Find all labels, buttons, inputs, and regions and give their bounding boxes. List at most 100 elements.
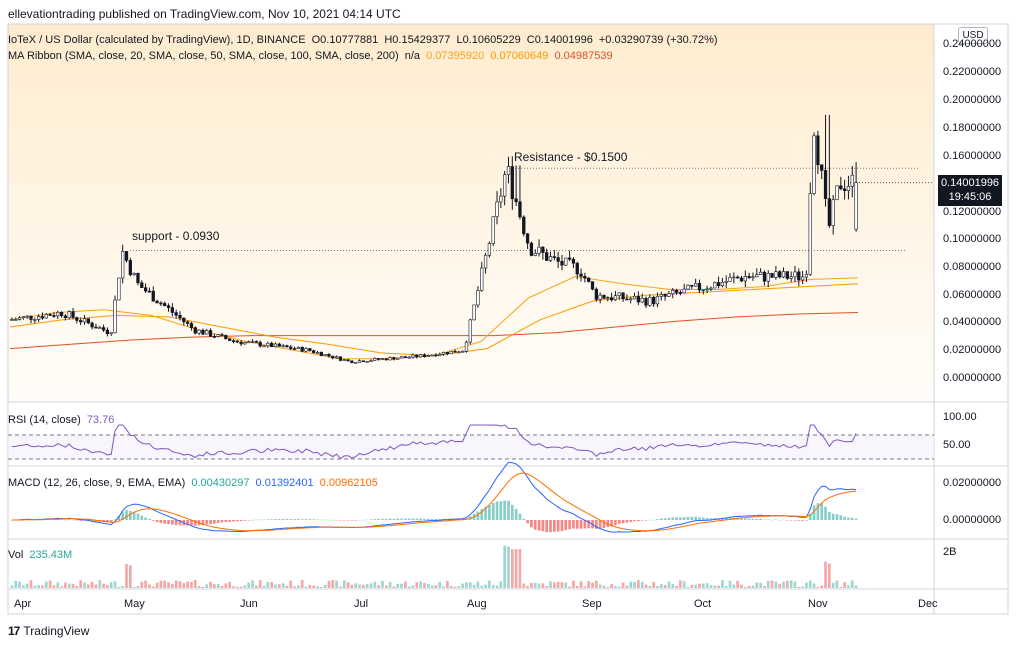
macd-value-1: 0.00430297 [191, 477, 250, 489]
macd-hist-bar [300, 519, 304, 520]
macd-hist-bar [151, 520, 155, 521]
volume-bar [331, 580, 335, 588]
volume-bar [388, 581, 392, 588]
macd-hist-bar [572, 520, 575, 529]
candle-body [17, 317, 22, 320]
ma200-line [9, 312, 859, 350]
tradingview-logo[interactable]: 17 TradingView [8, 624, 89, 638]
candle-body [552, 256, 556, 258]
macd-hist-bar [319, 519, 323, 521]
price-change: +0.03290739 (+30.72%) [598, 34, 718, 46]
candle-body [694, 283, 698, 287]
candle-body [98, 327, 102, 329]
candle-body [556, 257, 560, 262]
candle-body [762, 271, 767, 282]
volume-bar [583, 586, 587, 588]
volume-bar [690, 584, 694, 588]
volume-bar [407, 586, 411, 588]
candle-body [331, 355, 335, 359]
resistance-annotation[interactable]: Resistance - $0.1500 [514, 150, 628, 164]
rsi-legend: RSI (14, close) 73.76 [8, 414, 114, 426]
candle-body [354, 362, 358, 364]
volume-bar [721, 580, 724, 588]
candle-body [357, 360, 362, 363]
candle-body [235, 340, 239, 343]
macd-hist-bar [831, 513, 835, 520]
macd-hist-bar [297, 518, 300, 520]
candle-body [56, 311, 60, 317]
bar-countdown: 19:45:06 [948, 191, 992, 203]
candle-body [128, 260, 132, 276]
macd-hist-bar [94, 520, 98, 522]
macd-hist-bar [541, 520, 545, 532]
macd-hist-bar [361, 519, 365, 521]
macd-hist-bar [686, 516, 690, 520]
candle-body [774, 271, 778, 278]
macd-hist-bar [392, 518, 396, 520]
macd-hist-bar [564, 520, 568, 531]
candle-body [598, 294, 602, 300]
macd-hist-bar [679, 517, 682, 520]
candle-body [621, 292, 625, 300]
volume-bar [828, 563, 831, 588]
macd-hist-bar [518, 513, 522, 520]
currency-badge[interactable]: USD [958, 27, 988, 44]
volume-bar [25, 583, 29, 588]
volume-bar [182, 583, 186, 588]
candle-body [545, 252, 549, 261]
macd-hist-bar [125, 510, 128, 520]
volume-bar [671, 584, 675, 588]
volume-bar [186, 581, 189, 588]
macd-hist-bar [171, 520, 174, 525]
volume-bar [251, 580, 254, 588]
candle-body [770, 273, 774, 278]
candle-body [212, 335, 216, 338]
candle-body [239, 341, 243, 345]
volume-bar [831, 582, 835, 588]
volume-bar [22, 585, 25, 588]
volume-bar [652, 582, 655, 588]
macd-hist-bar [835, 514, 839, 520]
support-annotation[interactable]: support - 0.0930 [132, 229, 220, 243]
macd-hist-bar [266, 519, 270, 520]
volume-bar [190, 581, 193, 588]
macd-hist-bar [805, 520, 808, 521]
macd-hist-bar [281, 518, 285, 520]
rsi-axis-label: 100.00 [943, 411, 977, 423]
volume-bar [587, 581, 591, 588]
rsi-legend-title: RSI (14, close) [8, 414, 81, 426]
macd-hist-bar [220, 520, 224, 523]
candle-body [850, 174, 854, 187]
candle-body [632, 295, 637, 300]
macd-hist-bar [759, 518, 762, 520]
candle-body [797, 271, 801, 281]
candle-body [304, 348, 308, 352]
macd-hist-bar [629, 520, 633, 523]
volume-bar [568, 586, 571, 588]
candle-body [312, 350, 316, 353]
macd-hist-bar [755, 518, 759, 520]
price-axis-label: 0.04000000 [943, 316, 1002, 328]
publish-caption: ellevationtrading published on TradingVi… [8, 7, 401, 21]
candle-body [842, 188, 847, 191]
volume-bar [663, 584, 667, 588]
volume-bar [766, 580, 770, 588]
candle-body [37, 316, 41, 320]
macd-hist-bar [190, 520, 193, 526]
volume-bar [675, 585, 678, 588]
time-axis-label: Sep [582, 598, 602, 610]
macd-hist-bar [828, 511, 831, 520]
macd-hist-bar [682, 517, 686, 520]
macd-hist-bar [342, 520, 346, 521]
volume-bar [140, 581, 144, 588]
candle-body [506, 166, 511, 176]
macd-hist-bar [614, 520, 617, 526]
candle-body [472, 304, 476, 321]
candle-body [812, 135, 816, 194]
candle-body [587, 277, 591, 282]
volume-bar [308, 584, 312, 588]
macd-hist-bar [121, 511, 125, 520]
macd-hist-bar [365, 519, 369, 521]
macd-hist-bar [808, 513, 812, 520]
